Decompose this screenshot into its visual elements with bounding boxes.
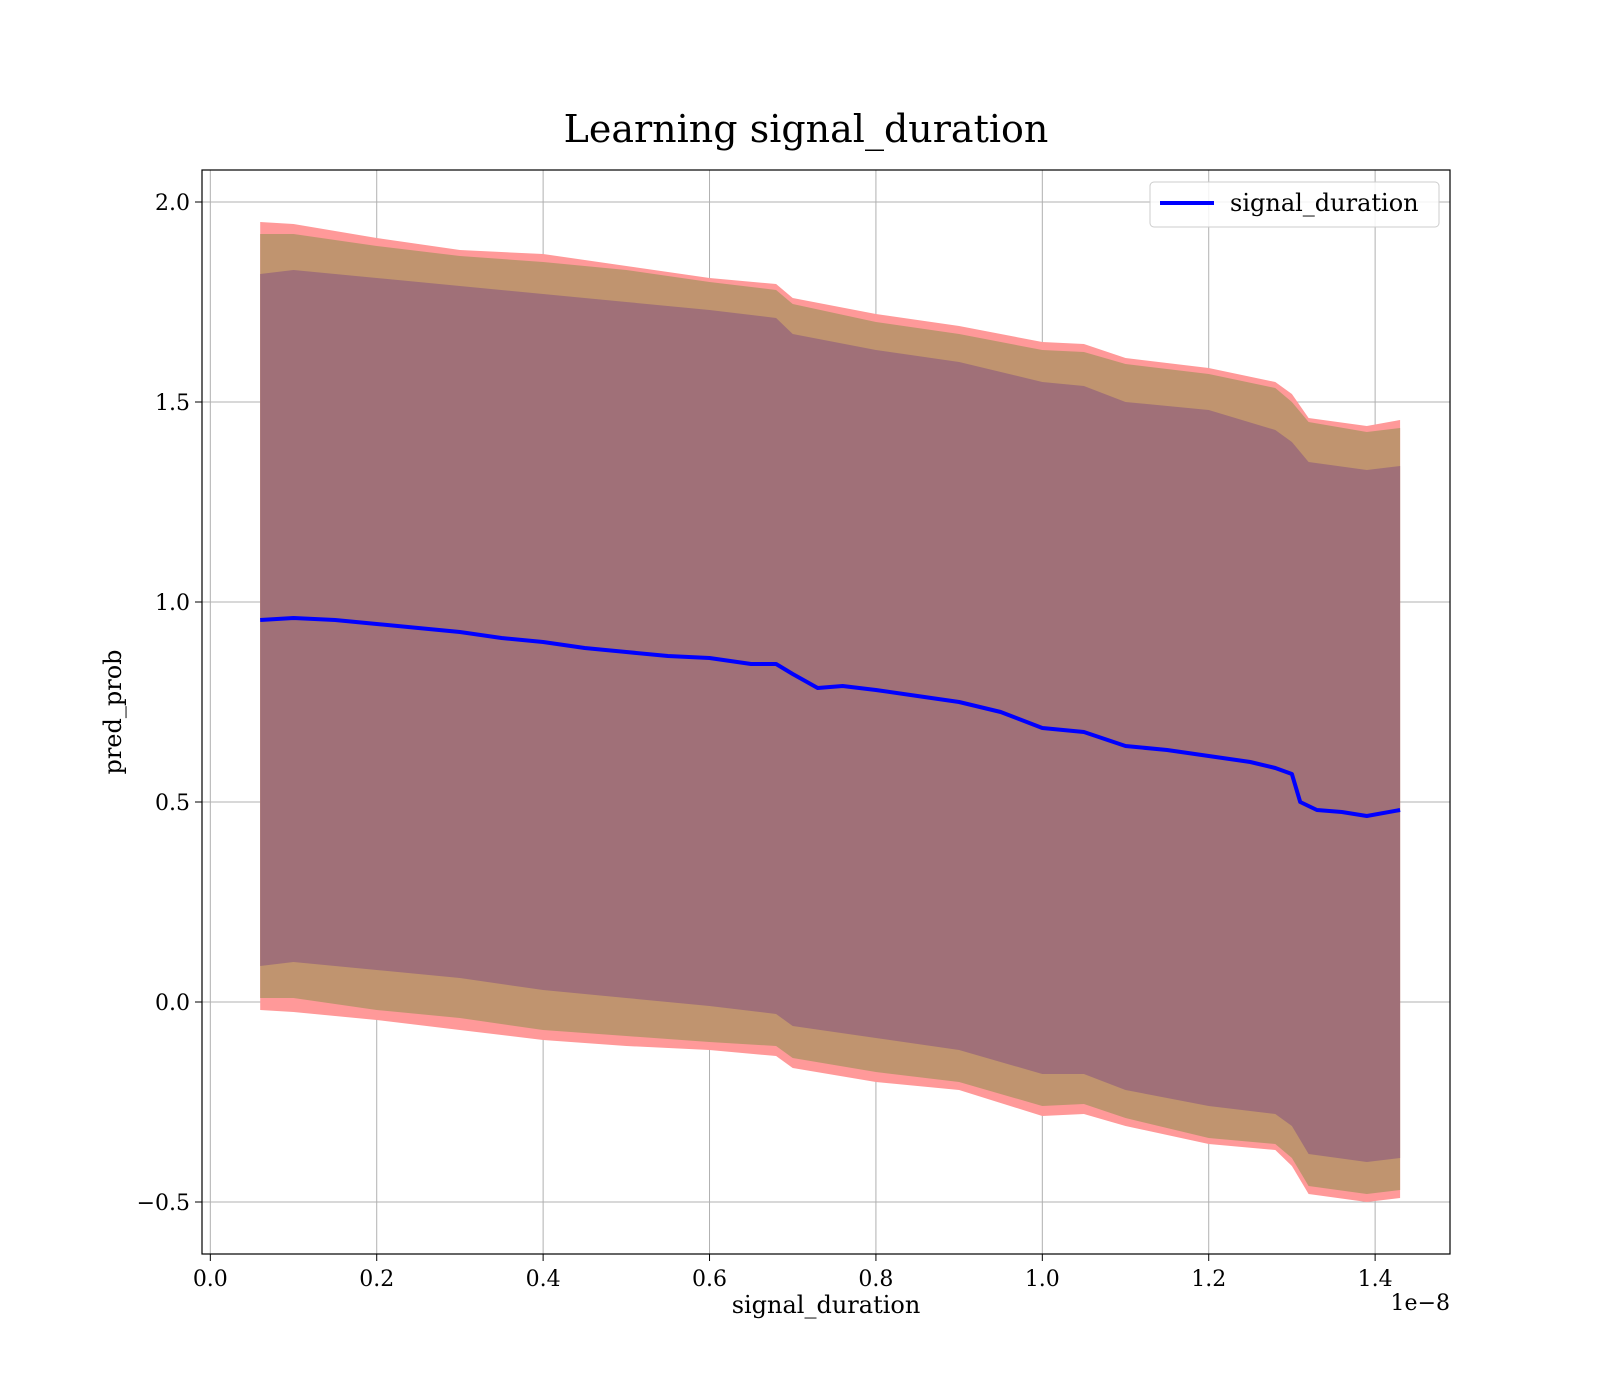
x-tick-label: 0.6	[692, 1267, 727, 1292]
confidence-bands	[260, 222, 1401, 1202]
legend: signal_duration	[1149, 181, 1440, 228]
x-tick-label: 0.0	[193, 1267, 228, 1292]
x-tick-label: 0.8	[858, 1267, 893, 1292]
x-tick-label: 0.4	[526, 1267, 561, 1292]
y-tick-label: 2.0	[155, 191, 190, 216]
legend-label-signal-duration: signal_duration	[1230, 189, 1419, 217]
series-line-signal-duration	[260, 616, 1401, 818]
y-tick-label: 1.0	[155, 591, 190, 616]
y-tick-label: 0.0	[155, 991, 190, 1016]
band-inner	[260, 270, 1401, 1162]
y-tick-label: −0.5	[137, 1191, 190, 1216]
chart-title: Learning signal_duration	[564, 107, 1049, 152]
x-tick-label: 1.2	[1191, 1267, 1226, 1292]
series-lines	[260, 616, 1401, 818]
legend-box	[1149, 181, 1440, 228]
x-tick-label: 1.0	[1025, 1267, 1060, 1292]
y-axis-ticks: −0.5 0.0 0.5 1.0 1.5 2.0	[137, 191, 202, 1216]
y-tick-label: 0.5	[155, 791, 190, 816]
x-axis-label: signal_duration	[732, 1291, 921, 1319]
x-tick-label: 0.2	[359, 1267, 394, 1292]
x-axis-ticks: 0.0 0.2 0.4 0.6 0.8 1.0 1.2 1.4	[193, 1254, 1393, 1292]
x-axis-offset-text: 1e−8	[1391, 1291, 1450, 1316]
x-tick-label: 1.4	[1358, 1267, 1393, 1292]
y-axis-label: pred_prob	[99, 649, 127, 774]
plot-area-frame	[201, 169, 1451, 1255]
y-tick-label: 1.5	[155, 391, 190, 416]
